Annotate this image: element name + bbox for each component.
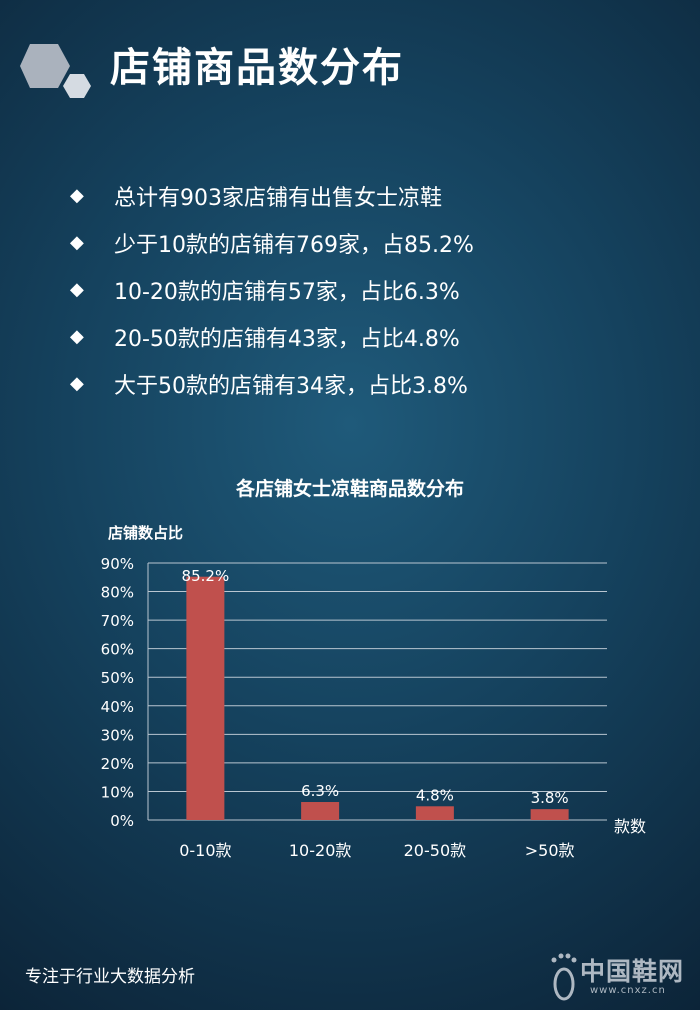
x-tick-label: 10-20款 xyxy=(289,841,352,860)
data-label: 6.3% xyxy=(301,782,339,800)
bar xyxy=(530,809,569,820)
footer-tagline: 专注于行业大数据分析 xyxy=(25,967,195,987)
bullet-item: ◆ 大于50款的店铺有34家，占比3.8% xyxy=(70,360,474,407)
y-tick-label: 30% xyxy=(101,726,134,744)
bar xyxy=(186,576,225,820)
chart-title: 各店铺女士凉鞋商品数分布 xyxy=(235,478,464,500)
bullet-item: ◆ 20-50款的店铺有43家，占比4.8% xyxy=(70,313,474,360)
bullet-text: 20-50款的店铺有43家，占比4.8% xyxy=(114,326,460,352)
y-tick-label: 50% xyxy=(101,669,134,687)
data-label: 3.8% xyxy=(531,789,569,807)
bullet-text: 10-20款的店铺有57家，占比6.3% xyxy=(114,279,460,305)
y-tick-label: 90% xyxy=(101,555,134,573)
bullet-list: ◆ 总计有903家店铺有出售女士凉鞋 ◆ 少于10款的店铺有769家，占85.2… xyxy=(70,172,474,407)
diamond-bullet-icon: ◆ xyxy=(70,279,84,300)
bullet-item: ◆ 总计有903家店铺有出售女士凉鞋 xyxy=(70,172,474,219)
y-tick-label: 70% xyxy=(101,612,134,630)
x-tick-label: >50款 xyxy=(525,841,575,860)
brand-name: 中国鞋网 xyxy=(580,957,685,986)
bullet-text: 少于10款的店铺有769家，占85.2% xyxy=(114,232,474,258)
bullet-text: 大于50款的店铺有34家，占比3.8% xyxy=(114,373,468,399)
x-tick-label: 20-50款 xyxy=(404,841,467,860)
y-tick-label: 0% xyxy=(110,812,134,830)
page-title: 店铺商品数分布 xyxy=(110,45,404,91)
brand-url: www.cnxz.cn xyxy=(590,985,666,996)
bar xyxy=(301,802,340,820)
y-tick-label: 60% xyxy=(101,641,134,659)
data-label: 4.8% xyxy=(416,786,454,804)
hexagon-logo-icon xyxy=(20,44,91,98)
diamond-bullet-icon: ◆ xyxy=(70,232,84,253)
bullet-text: 总计有903家店铺有出售女士凉鞋 xyxy=(114,185,442,211)
bullet-item: ◆ 少于10款的店铺有769家，占85.2% xyxy=(70,219,474,266)
x-axis-title: 款数 xyxy=(614,817,647,836)
data-label: 85.2% xyxy=(182,567,230,585)
bar xyxy=(415,806,454,820)
bullet-item: ◆ 10-20款的店铺有57家，占比6.3% xyxy=(70,266,474,313)
y-tick-label: 10% xyxy=(101,783,134,801)
x-tick-label: 0-10款 xyxy=(179,841,231,860)
diamond-bullet-icon: ◆ xyxy=(70,373,84,394)
footprint-icon xyxy=(551,953,577,1001)
diamond-bullet-icon: ◆ xyxy=(70,185,84,206)
diamond-bullet-icon: ◆ xyxy=(70,326,84,347)
y-axis-title: 店铺数占比 xyxy=(108,524,184,542)
y-tick-label: 80% xyxy=(101,584,134,602)
y-tick-label: 20% xyxy=(101,755,134,773)
y-tick-label: 40% xyxy=(101,698,134,716)
